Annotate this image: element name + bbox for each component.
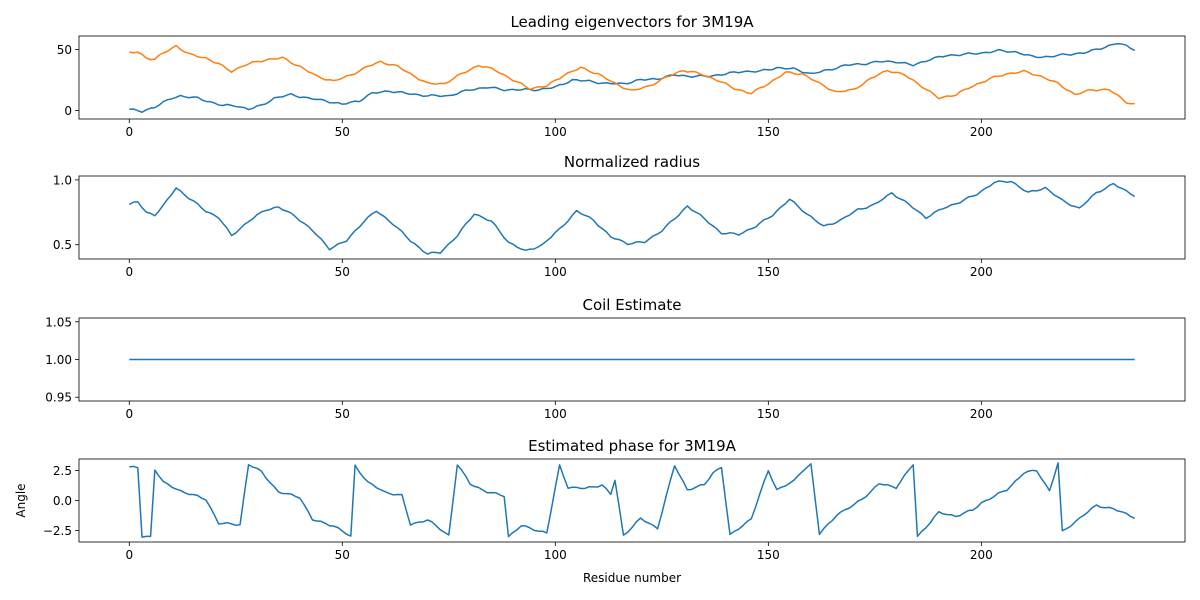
series-line-2 xyxy=(129,44,1135,105)
y-tick-label: 2.5 xyxy=(53,464,72,478)
x-tick-label: 0 xyxy=(125,265,133,279)
y-tick-label: 0.0 xyxy=(53,494,72,508)
subplot-2-marks: 0 50 100 150 200 0.5 1.0 xyxy=(53,173,1136,279)
y-tick-label: 1.00 xyxy=(45,353,72,367)
x-tick-label: 50 xyxy=(335,548,350,562)
subplot-1-title: Leading eigenvectors for 3M19A xyxy=(510,13,754,31)
subplot-3-frame xyxy=(78,317,1186,402)
subplot-2-frame xyxy=(78,175,1186,260)
subplot-1-marks: 0 50 100 150 200 0 50 xyxy=(57,42,1136,139)
x-tick-label: 150 xyxy=(757,407,780,421)
subplot-3: Coil Estimate 0 50 100 150 200 0.95 1.00 1.05 xyxy=(45,296,1186,421)
subplot-3-marks: 0 50 100 150 200 0.95 1.00 1.05 xyxy=(45,315,1135,421)
subplot-4-title: Estimated phase for 3M19A xyxy=(528,437,737,455)
x-tick-label: 100 xyxy=(544,407,567,421)
subplot-2-title: Normalized radius xyxy=(564,153,700,171)
x-tick-label: 0 xyxy=(125,548,133,562)
x-tick-label: 100 xyxy=(544,125,567,139)
x-tick-label: 150 xyxy=(757,125,780,139)
subplot-4: Estimated phase for 3M19A 0 50 100 150 200 −2… xyxy=(14,437,1186,585)
y-tick-label: 0.5 xyxy=(53,238,72,252)
x-tick-label: 100 xyxy=(544,265,567,279)
series-line-1 xyxy=(129,462,1136,538)
y-tick-label: 1.05 xyxy=(45,315,72,329)
x-tick-label: 100 xyxy=(544,548,567,562)
y-tick-label: 0 xyxy=(64,104,72,118)
series-line-1 xyxy=(129,42,1136,113)
subplot-4-frame xyxy=(78,458,1186,543)
x-tick-label: 50 xyxy=(335,125,350,139)
subplot-3-title: Coil Estimate xyxy=(582,296,681,314)
subplot-4-marks: 0 50 100 150 200 −2.5 0.0 2.5 xyxy=(43,462,1136,562)
y-tick-label: 1.0 xyxy=(53,173,72,187)
x-tick-label: 200 xyxy=(970,407,993,421)
subplot-2: Normalized radius 0 50 100 150 200 0.5 1.0 xyxy=(53,153,1186,279)
y-tick-label: 0.95 xyxy=(45,391,72,405)
x-tick-label: 0 xyxy=(125,125,133,139)
x-tick-label: 50 xyxy=(335,265,350,279)
x-axis-label: Residue number xyxy=(583,571,681,585)
y-tick-label: −2.5 xyxy=(43,524,72,538)
subplot-1: Leading eigenvectors for 3M19A 0 50 100 150… xyxy=(57,13,1186,139)
y-tick-label: 50 xyxy=(57,43,72,57)
series-line-1 xyxy=(128,180,1136,255)
x-tick-label: 150 xyxy=(757,265,780,279)
x-tick-label: 200 xyxy=(970,548,993,562)
x-tick-label: 150 xyxy=(757,548,780,562)
x-tick-label: 50 xyxy=(335,407,350,421)
x-tick-label: 200 xyxy=(970,125,993,139)
x-tick-label: 0 xyxy=(125,407,133,421)
x-tick-label: 200 xyxy=(970,265,993,279)
subplot-1-frame xyxy=(78,35,1186,120)
y-axis-label: Angle xyxy=(14,483,28,517)
